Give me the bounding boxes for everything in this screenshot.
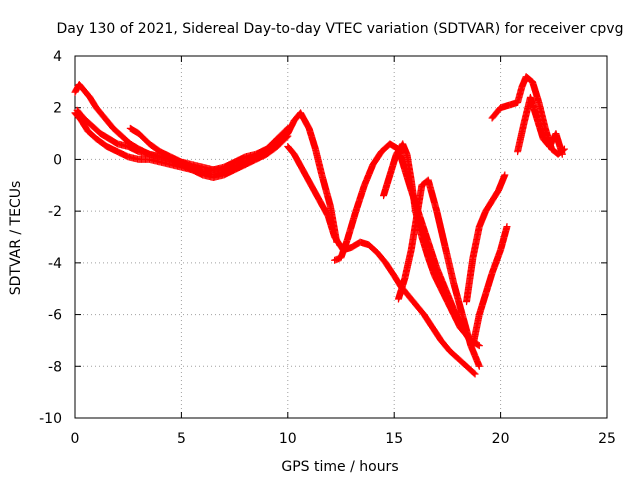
axes: 0 5 10 15 20 25 -10 -8 -6 -4 -2 0 2 4 xyxy=(39,49,616,447)
series-track-4 xyxy=(126,124,292,176)
series-trace xyxy=(127,125,291,176)
x-tick-label: 25 xyxy=(598,431,616,447)
x-tick-label: 0 xyxy=(71,431,80,447)
chart-title: Day 130 of 2021, Sidereal Day-to-day VTE… xyxy=(57,21,624,37)
series-trace xyxy=(285,143,478,377)
y-tick-label: 0 xyxy=(53,152,62,168)
series-track-9 xyxy=(463,171,509,306)
y-tick-label: -8 xyxy=(48,359,62,375)
x-tick-label: 10 xyxy=(279,431,297,447)
y-tick-label: 4 xyxy=(53,49,62,65)
x-tick-label: 15 xyxy=(385,431,403,447)
y-axis-label: SDTVAR / TECUs xyxy=(8,181,24,296)
x-tick-label: 20 xyxy=(492,431,510,447)
x-tick-label: 5 xyxy=(177,431,186,447)
series-track-11 xyxy=(514,93,566,158)
plot-frame xyxy=(74,55,608,419)
y-tick-label: 2 xyxy=(53,101,62,117)
y-tick-label: -2 xyxy=(48,204,62,220)
series-trace xyxy=(514,95,566,157)
y-tick-label: -6 xyxy=(48,308,62,324)
series-track-8 xyxy=(394,176,483,370)
y-tick-label: -4 xyxy=(48,256,62,272)
series-trace xyxy=(395,177,483,369)
x-axis-label: GPS time / hours xyxy=(281,459,398,475)
data-marks xyxy=(71,73,568,378)
y-tick-label: -10 xyxy=(39,411,62,427)
series-trace xyxy=(463,172,508,304)
